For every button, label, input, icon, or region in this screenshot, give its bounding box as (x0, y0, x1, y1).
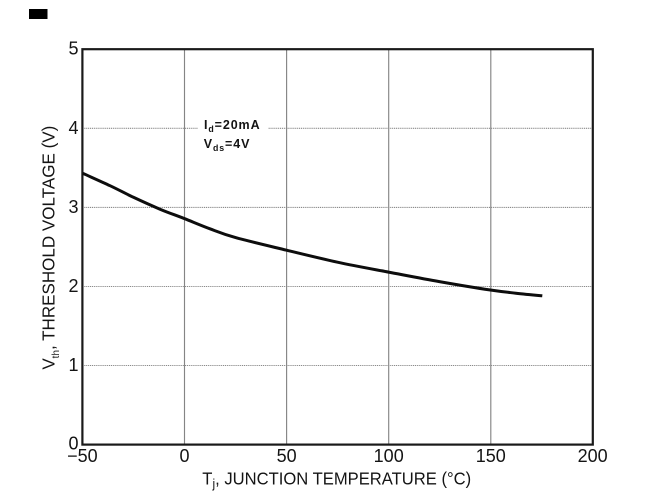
svg-text:Vds=4V: Vds=4V (204, 137, 251, 153)
svg-text:3: 3 (68, 197, 78, 217)
svg-text:Tj, JUNCTION TEMPERATURE (°C): Tj, JUNCTION TEMPERATURE (°C) (202, 468, 471, 491)
svg-text:50: 50 (277, 446, 297, 466)
svg-text:4: 4 (68, 118, 78, 138)
svg-text:Id=20mA: Id=20mA (204, 118, 261, 134)
svg-text:0: 0 (179, 446, 189, 466)
svg-text:Vth, THRESHOLD VOLTAGE (V): Vth, THRESHOLD VOLTAGE (V) (38, 126, 62, 370)
svg-text:200: 200 (578, 446, 608, 466)
svg-text:150: 150 (476, 446, 506, 466)
svg-text:2: 2 (68, 276, 78, 296)
svg-text:1: 1 (68, 355, 78, 375)
svg-text:100: 100 (374, 446, 404, 466)
svg-text:5: 5 (68, 39, 78, 59)
svg-text:−50: −50 (67, 446, 98, 466)
svg-text:0: 0 (68, 433, 78, 453)
